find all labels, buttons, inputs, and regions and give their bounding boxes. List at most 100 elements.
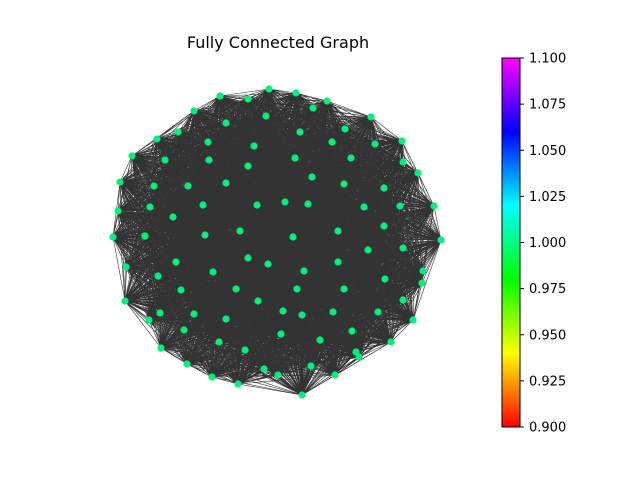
graph-node — [244, 254, 252, 262]
graph-node — [340, 180, 348, 188]
graph-node — [289, 233, 297, 241]
graph-node — [174, 128, 182, 136]
graph-node — [199, 201, 207, 209]
graph-node — [308, 173, 316, 181]
graph-node — [215, 338, 223, 346]
graph-node — [183, 360, 191, 368]
graph-node — [204, 138, 212, 146]
graph-node — [254, 297, 262, 305]
graph-node — [150, 182, 158, 190]
graph-node — [340, 285, 348, 293]
graph-node — [244, 162, 252, 170]
graph-node — [141, 232, 149, 240]
graph-node — [430, 202, 438, 210]
graph-node — [253, 201, 261, 209]
graph-node — [208, 373, 216, 381]
graph-node — [414, 169, 422, 177]
colorbar-tick-label: 0.900 — [529, 421, 566, 436]
graph-node — [334, 258, 342, 266]
graph-nodes — [109, 85, 445, 399]
graph-node — [418, 279, 426, 287]
graph-node — [329, 308, 337, 316]
graph-node — [380, 222, 388, 230]
graph-node — [277, 330, 285, 338]
graph-node — [360, 203, 368, 211]
graph-node — [180, 326, 188, 334]
graph-node — [387, 338, 395, 346]
graph-node — [348, 327, 356, 335]
graph-node — [190, 310, 198, 318]
graph-node — [409, 316, 417, 324]
graph-node — [334, 227, 342, 235]
graph-node — [307, 362, 315, 370]
graph-node — [374, 308, 382, 316]
graph-node — [291, 154, 299, 162]
graph-node — [161, 156, 169, 164]
graph-node — [241, 346, 249, 354]
graph-node — [177, 286, 185, 294]
chart-title: Fully Connected Graph — [186, 33, 370, 52]
graph-node — [122, 263, 130, 271]
graph-node — [323, 97, 331, 105]
graph-node — [419, 267, 427, 275]
colorbar-tick-label: 1.050 — [529, 144, 566, 159]
graph-edges — [112, 88, 442, 396]
graph-node — [244, 95, 252, 103]
graph-node — [145, 316, 153, 324]
graph-node — [281, 198, 289, 206]
graph-node — [347, 154, 355, 162]
graph-node — [331, 371, 339, 379]
graph-node — [309, 104, 317, 112]
graph-node — [153, 135, 161, 143]
graph-node — [380, 184, 388, 192]
graph-node — [114, 207, 122, 215]
graph-node — [222, 315, 230, 323]
graph-node — [265, 85, 273, 93]
graph-node — [201, 231, 209, 239]
colorbar-tick-label: 1.075 — [529, 98, 566, 113]
graph-node — [298, 311, 306, 319]
graph-node — [156, 309, 164, 317]
graph-node — [116, 178, 124, 186]
graph-node — [209, 268, 217, 276]
graph-node — [216, 92, 224, 100]
graph-node — [172, 258, 180, 266]
graph-node — [154, 272, 162, 280]
graph-node — [396, 202, 404, 210]
graph-node — [292, 89, 300, 97]
graph-node — [316, 336, 324, 344]
graph-node — [399, 244, 407, 252]
graph-node — [262, 112, 270, 120]
graph-node — [109, 233, 117, 241]
colorbar-gradient — [501, 57, 521, 428]
graph-node — [146, 203, 154, 211]
edge-lines — [112, 88, 442, 396]
colorbar-tick-label: 0.975 — [529, 282, 566, 297]
graph-node — [184, 182, 192, 190]
graph-node — [304, 200, 312, 208]
graph-node — [399, 296, 407, 304]
graph-node — [264, 260, 272, 268]
graph-node — [250, 142, 258, 150]
graph-node — [260, 365, 268, 373]
graph-node — [190, 107, 198, 115]
graph-node — [279, 307, 287, 315]
graph-node — [300, 267, 308, 275]
graph-node — [364, 246, 372, 254]
colorbar-tick-label: 1.025 — [529, 190, 566, 205]
graph-node — [341, 125, 349, 133]
colorbar-ticks: 1.100 1.075 1.050 1.025 1.000 0.975 0.950 0.925… — [520, 52, 566, 436]
graph-node — [222, 179, 230, 187]
colorbar-tick-label: 0.925 — [529, 374, 566, 389]
graph-node — [399, 158, 407, 166]
colorbar-tick-label: 0.950 — [529, 328, 566, 343]
graph-node — [274, 371, 282, 379]
graph-node — [236, 227, 244, 235]
graph-node — [169, 213, 177, 221]
colorbar-tick-label: 1.000 — [529, 236, 566, 251]
graph-node — [222, 119, 230, 127]
graph-node — [398, 137, 406, 145]
graph-node — [234, 380, 242, 388]
graph-node — [381, 275, 389, 283]
